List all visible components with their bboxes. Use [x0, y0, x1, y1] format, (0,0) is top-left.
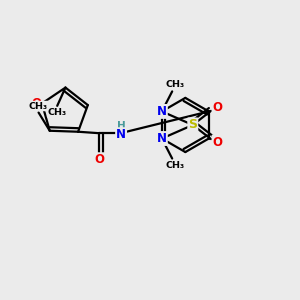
Text: N: N: [157, 132, 167, 145]
Text: S: S: [188, 118, 197, 131]
Text: CH₃: CH₃: [166, 80, 185, 88]
Text: O: O: [212, 136, 223, 148]
Text: CH₃: CH₃: [29, 101, 48, 110]
Text: O: O: [32, 97, 42, 110]
Text: O: O: [212, 101, 223, 114]
Text: CH₃: CH₃: [166, 161, 185, 170]
Text: N: N: [157, 105, 167, 118]
Text: N: N: [116, 128, 126, 141]
Text: H: H: [117, 121, 125, 131]
Text: CH₃: CH₃: [48, 108, 67, 117]
Text: O: O: [94, 153, 104, 166]
